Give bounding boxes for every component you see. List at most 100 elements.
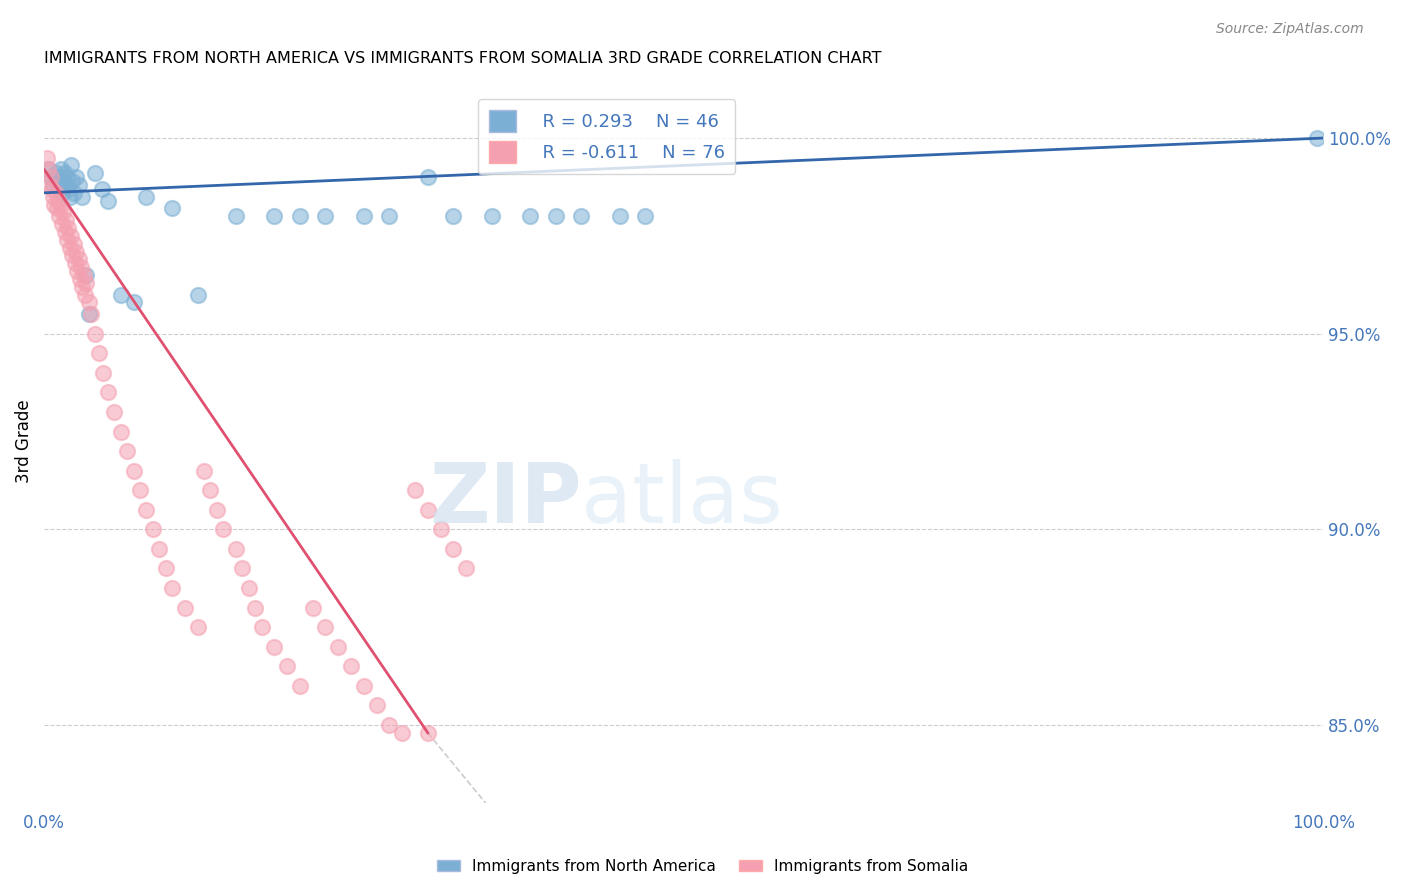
Point — [41, 182, 63, 196]
Point — [288, 679, 311, 693]
Point — [263, 640, 285, 654]
Point — [544, 209, 567, 223]
Point — [276, 659, 298, 673]
Point — [35, 151, 58, 165]
Point — [122, 464, 145, 478]
Point — [59, 241, 82, 255]
Point — [46, 170, 69, 185]
Point — [58, 182, 80, 196]
Point — [416, 170, 439, 185]
Point — [391, 726, 413, 740]
Point — [212, 522, 235, 536]
Point — [441, 209, 464, 223]
Point — [62, 186, 84, 200]
Point — [53, 225, 76, 239]
Point — [129, 483, 152, 498]
Point — [243, 600, 266, 615]
Point — [65, 244, 87, 259]
Point — [67, 178, 90, 192]
Point — [481, 209, 503, 223]
Legend: Immigrants from North America, Immigrants from Somalia: Immigrants from North America, Immigrant… — [432, 853, 974, 880]
Point — [340, 659, 363, 673]
Point — [73, 268, 96, 282]
Text: Source: ZipAtlas.com: Source: ZipAtlas.com — [1216, 22, 1364, 37]
Point — [56, 233, 79, 247]
Point — [634, 209, 657, 223]
Point — [39, 170, 62, 185]
Point — [353, 679, 375, 693]
Point — [69, 272, 91, 286]
Point — [160, 202, 183, 216]
Point — [569, 209, 592, 223]
Point — [225, 541, 247, 556]
Point — [38, 178, 60, 192]
Point — [80, 307, 103, 321]
Point — [110, 425, 132, 439]
Point — [250, 620, 273, 634]
Point — [52, 174, 75, 188]
Point — [200, 483, 222, 498]
Legend:   R = 0.293    N = 46,   R = -0.611    N = 76: R = 0.293 N = 46, R = -0.611 N = 76 — [478, 99, 735, 174]
Point — [48, 182, 70, 196]
Point — [77, 307, 100, 321]
Point — [44, 197, 66, 211]
Point — [75, 276, 97, 290]
Point — [205, 503, 228, 517]
Point — [90, 182, 112, 196]
Text: IMMIGRANTS FROM NORTH AMERICA VS IMMIGRANTS FROM SOMALIA 3RD GRADE CORRELATION C: IMMIGRANTS FROM NORTH AMERICA VS IMMIGRA… — [44, 51, 882, 66]
Text: ZIP: ZIP — [429, 458, 581, 540]
Point — [62, 236, 84, 251]
Point — [231, 561, 253, 575]
Point — [37, 162, 59, 177]
Point — [238, 581, 260, 595]
Point — [75, 268, 97, 282]
Point — [160, 581, 183, 595]
Point — [378, 209, 401, 223]
Point — [429, 522, 451, 536]
Point — [404, 483, 426, 498]
Point — [378, 718, 401, 732]
Point — [456, 561, 478, 575]
Point — [519, 209, 541, 223]
Point — [49, 162, 72, 177]
Point — [148, 541, 170, 556]
Point — [63, 256, 86, 270]
Point — [42, 178, 65, 192]
Point — [45, 174, 67, 188]
Point — [91, 366, 114, 380]
Point — [225, 209, 247, 223]
Point — [122, 295, 145, 310]
Point — [59, 158, 82, 172]
Point — [72, 190, 94, 204]
Point — [288, 209, 311, 223]
Point — [315, 209, 337, 223]
Point — [72, 279, 94, 293]
Point — [135, 503, 157, 517]
Point — [59, 190, 82, 204]
Point — [56, 170, 79, 185]
Point — [66, 264, 89, 278]
Point — [60, 248, 83, 262]
Point — [73, 287, 96, 301]
Point — [441, 541, 464, 556]
Point — [135, 190, 157, 204]
Text: atlas: atlas — [581, 458, 783, 540]
Point — [609, 209, 631, 223]
Point — [55, 213, 77, 227]
Point — [416, 503, 439, 517]
Point — [84, 326, 107, 341]
Point — [263, 209, 285, 223]
Point — [142, 522, 165, 536]
Point — [187, 287, 209, 301]
Point — [416, 726, 439, 740]
Point — [353, 209, 375, 223]
Point — [117, 444, 139, 458]
Point — [77, 295, 100, 310]
Point — [59, 228, 82, 243]
Point — [301, 600, 323, 615]
Point — [60, 174, 83, 188]
Point — [55, 178, 77, 192]
Point — [49, 197, 72, 211]
Point — [97, 385, 120, 400]
Point — [58, 221, 80, 235]
